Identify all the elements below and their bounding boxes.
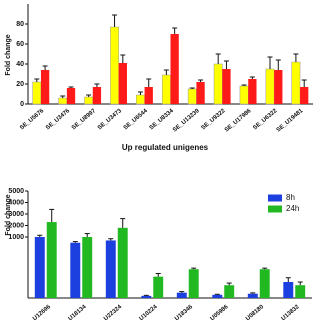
bar <box>32 81 42 105</box>
y-tick-label: 5000 <box>8 188 24 195</box>
bar <box>170 34 179 104</box>
bar <box>239 85 249 105</box>
x-axis-label: Up regulated unigenes <box>122 143 209 152</box>
x-tick-label: SE_U18134 <box>59 304 88 320</box>
bar <box>34 237 45 298</box>
bar <box>161 74 171 105</box>
bar <box>274 70 283 104</box>
bar <box>176 292 187 298</box>
bar <box>295 285 306 298</box>
y-axis-label: Fold change <box>5 194 12 235</box>
bar <box>144 87 153 104</box>
bar <box>300 87 309 104</box>
y-tick-label: 80 <box>16 21 24 28</box>
x-tick-label: SE_U19481 <box>276 108 305 134</box>
x-tick-label: SE_U3476 <box>45 108 72 132</box>
bar <box>70 242 81 298</box>
x-tick-label: SE_U9322 <box>201 108 228 132</box>
y-tick-label: 40 <box>16 61 24 68</box>
bar <box>82 237 93 298</box>
y-tick-label: 20 <box>16 81 24 88</box>
bar <box>117 227 128 298</box>
bar <box>213 63 223 105</box>
bar <box>283 282 294 298</box>
legend-swatch <box>268 194 282 202</box>
bar <box>118 63 127 104</box>
y-tick-label: 1000 <box>8 234 24 241</box>
bar <box>40 70 50 104</box>
x-tick-label: SE_U5676 <box>19 108 46 132</box>
x-tick-label: SE_U22324 <box>94 304 123 320</box>
legend-swatch <box>268 205 282 213</box>
x-tick-label: SE_U13832 <box>272 304 301 320</box>
y-axis-label: Fold change <box>5 34 12 75</box>
bar <box>92 87 102 104</box>
bar <box>248 79 257 104</box>
y-tick-label: 60 <box>16 41 24 48</box>
x-tick-label: SE_U6322 <box>252 108 279 132</box>
legend-label: 8h <box>286 193 295 202</box>
bar <box>247 293 258 298</box>
x-tick-label: SE_U10224 <box>130 304 159 320</box>
x-tick-label: SE_U18346 <box>165 304 194 320</box>
x-tick-label: SE_U08180 <box>236 304 265 320</box>
bar <box>259 269 270 298</box>
bar <box>84 96 94 105</box>
x-tick-label: SE_U3473 <box>97 108 124 132</box>
y-tick-label: 3000 <box>8 211 24 218</box>
y-tick-label: 4000 <box>8 199 24 206</box>
bar <box>196 82 205 104</box>
bar <box>110 26 119 105</box>
x-tick-label: SE_U17986 <box>224 108 253 134</box>
x-tick-label: SE_U6544 <box>123 108 150 132</box>
x-tick-label: SE_U8334 <box>149 108 176 132</box>
bar <box>291 61 301 105</box>
bar <box>187 88 197 105</box>
bar <box>212 294 223 298</box>
bar <box>188 269 199 298</box>
bar <box>46 222 57 298</box>
legend-label: 24h <box>286 204 299 213</box>
y-tick-label: 2000 <box>8 222 24 229</box>
bar <box>58 97 68 105</box>
x-tick-label: SE_U05986 <box>201 304 230 320</box>
x-tick-label: SE_U12696 <box>23 304 52 320</box>
x-tick-label: SE_U8997 <box>71 108 98 132</box>
bar <box>105 240 116 298</box>
x-tick-label: SE_U13239 <box>172 108 201 134</box>
bar <box>141 295 152 298</box>
bar <box>224 285 235 298</box>
bar <box>136 94 145 105</box>
bar <box>222 69 231 104</box>
bar <box>153 276 164 298</box>
bar <box>66 88 76 104</box>
bar <box>265 68 275 105</box>
y-tick-label: 0 <box>20 101 24 108</box>
